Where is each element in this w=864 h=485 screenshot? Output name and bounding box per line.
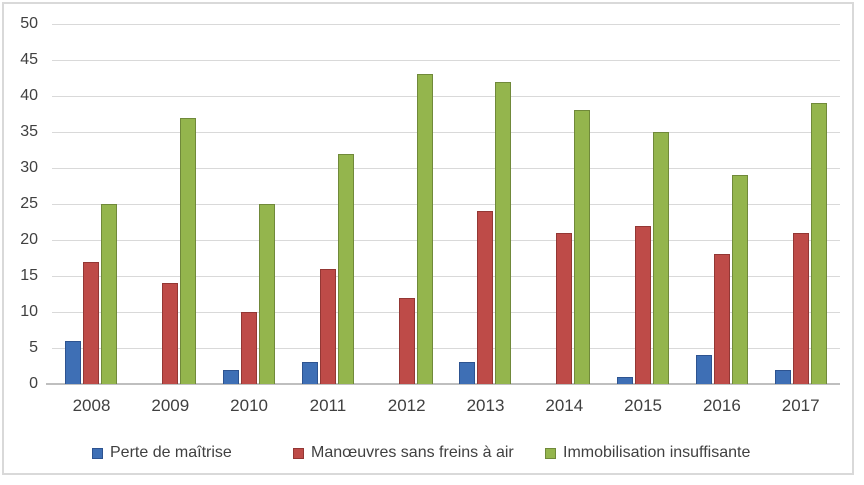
legend-swatch-icon	[545, 447, 556, 459]
y-tick-label: 35	[20, 123, 38, 140]
y-tick-label: 20	[20, 231, 38, 248]
bar-2013-series-1	[477, 211, 494, 384]
bar-2011-series-2	[337, 153, 354, 384]
x-tick-label: 2010	[230, 396, 268, 415]
bar-2009-series-1	[162, 283, 179, 384]
legend-item: Perte de maîtrise	[92, 443, 232, 463]
bar-2010-series-1	[241, 312, 257, 384]
bar-2013-series-0	[459, 362, 476, 384]
gridline	[52, 276, 840, 277]
legend-item: Immobilisation insuffisante	[545, 443, 750, 463]
gridline	[52, 312, 840, 313]
gridline	[52, 96, 840, 97]
bar-2015-series-2	[653, 132, 669, 384]
x-axis-line	[46, 383, 840, 385]
legend-swatch-icon	[92, 447, 103, 459]
bar-2016-series-2	[731, 175, 748, 384]
bar-2008-series-1	[83, 261, 100, 384]
x-tick-label: 2008	[72, 396, 111, 415]
bar-2015-series-1	[635, 225, 651, 384]
x-tick-label: 2012	[387, 396, 426, 415]
legend-swatch-icon	[293, 447, 304, 459]
legend-label: Perte de maîtrise	[110, 444, 232, 461]
bar-2015-series-0	[617, 376, 633, 384]
legend-item: Manœuvres sans freins à air	[293, 443, 514, 463]
y-tick-label: 25	[20, 195, 38, 212]
x-tick-label: 2014	[545, 396, 584, 415]
y-tick-label: 40	[20, 87, 38, 104]
bar-2013-series-2	[495, 81, 512, 384]
x-tick-label: 2013	[466, 396, 505, 415]
y-tick-label: 45	[20, 51, 38, 68]
x-tick-label: 2016	[702, 396, 741, 415]
gridline	[52, 132, 840, 133]
gridline	[52, 24, 840, 25]
bar-2011-series-1	[319, 268, 336, 384]
bar-2017-series-2	[810, 103, 827, 384]
legend-label: Manœuvres sans freins à air	[311, 444, 514, 461]
gridline	[52, 240, 840, 241]
bar-2011-series-0	[301, 362, 318, 384]
y-tick-label: 15	[20, 267, 38, 284]
legend-label: Immobilisation insuffisante	[563, 444, 751, 461]
x-tick-label: 2017	[781, 396, 820, 415]
bar-2016-series-1	[713, 254, 730, 384]
bar-2014-series-2	[574, 110, 591, 384]
bar-2010-series-0	[223, 369, 239, 384]
y-tick-label: 5	[29, 339, 38, 356]
x-tick-label: 2011	[309, 396, 347, 415]
gridline	[52, 168, 840, 169]
y-tick-label: 50	[20, 15, 38, 32]
y-tick-label: 10	[20, 303, 38, 320]
y-tick-label: 30	[20, 159, 38, 176]
bar-2008-series-2	[101, 204, 118, 384]
bar-2010-series-2	[259, 204, 275, 384]
bar-2014-series-1	[556, 232, 573, 384]
bar-2012-series-2	[416, 74, 433, 384]
bar-2008-series-0	[65, 340, 82, 384]
bar-2017-series-0	[774, 369, 791, 384]
gridline	[52, 348, 840, 349]
gridline	[52, 60, 840, 61]
bar-2016-series-0	[695, 355, 712, 384]
bar-2012-series-1	[398, 297, 415, 384]
x-tick-label: 2015	[624, 396, 662, 415]
gridline	[52, 204, 840, 205]
bar-2017-series-1	[792, 232, 809, 384]
x-tick-label: 2009	[151, 396, 190, 415]
y-tick-label: 0	[29, 375, 38, 392]
bar-2009-series-2	[180, 117, 197, 384]
